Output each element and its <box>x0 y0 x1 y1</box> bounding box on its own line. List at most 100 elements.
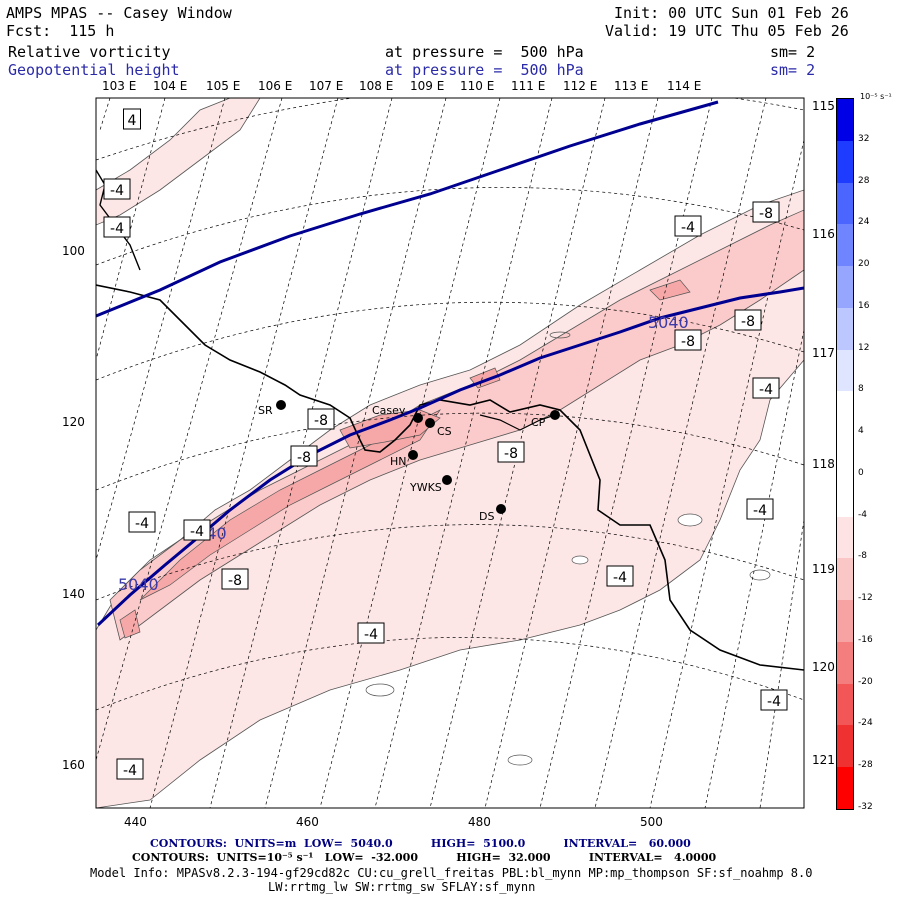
vorticity-label-box <box>752 201 780 223</box>
y-tick-label: 160 <box>62 758 85 772</box>
colorbar-label: -32 <box>858 802 873 812</box>
y-tick-label: 140 <box>62 587 85 601</box>
vorticity-label: -8 <box>314 413 328 429</box>
forecast-hour: Fcst: 115 h <box>6 22 115 40</box>
station-marker <box>425 418 435 428</box>
vorticity-label: -4 <box>110 183 124 199</box>
colorbar-swatch <box>837 224 853 267</box>
station-label: CP <box>531 416 546 429</box>
x-tick-label: 480 <box>468 815 491 829</box>
colorbar-swatch <box>837 307 853 350</box>
vorticity-label-box <box>290 445 318 467</box>
colorbar-label: 4 <box>858 426 864 437</box>
colorbar-label: 32 <box>858 133 870 144</box>
colorbar-swatch <box>837 266 853 308</box>
colorbar-label: -16 <box>858 634 873 645</box>
top-lon-label: 113 E <box>614 79 649 93</box>
colorbar-label: -20 <box>858 676 873 687</box>
colorbar-label: 0 <box>858 467 864 478</box>
x-tick-label: 500 <box>640 815 663 829</box>
top-lon-label: 106 E <box>258 79 293 93</box>
colorbar-unit: 10⁻⁵ s⁻¹ <box>860 92 892 101</box>
vorticity-label: -8 <box>759 206 773 222</box>
colorbar-label: 20 <box>858 259 870 270</box>
top-lon-label: 110 E <box>460 79 495 93</box>
colorbar-swatch <box>837 474 853 517</box>
valid-time: Valid: 19 UTC Thu 05 Feb 26 <box>605 22 849 40</box>
top-lon-label: 114 E <box>667 79 702 93</box>
top-lon-label: 107 E <box>309 79 344 93</box>
y-tick-label: 120 <box>62 415 85 429</box>
vorticity-label-box <box>123 108 141 130</box>
colorbar-swatch <box>837 140 853 183</box>
top-lon-label: 103 E <box>102 79 137 93</box>
field2-name: Geopotential height <box>8 61 180 79</box>
field2-level: at pressure = 500 hPa <box>385 61 584 79</box>
vorticity-label: -4 <box>753 503 767 519</box>
contour-info-height: CONTOURS: UNITS=m LOW= 5040.0 HIGH= 5100… <box>150 837 691 850</box>
station-marker <box>496 504 506 514</box>
vorticity-label: -4 <box>364 627 378 643</box>
colorbar-swatch <box>837 349 853 392</box>
vorticity-fill-minus8 <box>109 209 804 641</box>
vorticity-label-box <box>674 329 702 351</box>
colorbar-swatch <box>837 767 853 809</box>
vorticity-label: -4 <box>123 763 137 779</box>
vorticity-label: -4 <box>190 524 204 540</box>
vorticity-label: -8 <box>681 334 695 350</box>
top-lon-label: 105 E <box>206 79 241 93</box>
vorticity-label-box <box>606 565 634 587</box>
x-tick-label: 440 <box>124 815 147 829</box>
vorticity-label: -4 <box>135 516 149 532</box>
vorticity-label: -8 <box>741 314 755 330</box>
vorticity-label: -4 <box>759 382 773 398</box>
vorticity-label-box <box>497 441 525 463</box>
init-time: Init: 00 UTC Sun 01 Feb 26 <box>614 4 849 22</box>
colorbar-label: 16 <box>858 300 870 311</box>
vorticity-label: 4 <box>128 113 137 129</box>
colorbar-swatch <box>837 182 853 225</box>
height-contour-upper <box>96 100 719 318</box>
vorticity-label-box <box>103 178 131 200</box>
vorticity-label-box <box>307 408 335 430</box>
vorticity-label-box <box>734 309 762 331</box>
top-lon-label: 108 E <box>359 79 394 93</box>
colorbar-swatch <box>837 683 853 726</box>
vorticity-label-box <box>752 377 780 399</box>
colorbar-swatch <box>837 433 853 475</box>
colorbar-label: -8 <box>858 551 867 562</box>
vorticity-label: -4 <box>110 221 124 237</box>
station-label: Casey <box>372 404 406 417</box>
colorbar-label: -12 <box>858 593 873 604</box>
station-label: HN <box>390 455 407 468</box>
station-marker <box>442 475 452 485</box>
station-label: DS <box>479 510 494 523</box>
vorticity-label: -8 <box>228 573 242 589</box>
colorbar <box>836 98 854 810</box>
colorbar-swatch <box>837 391 853 434</box>
colorbar-swatch <box>837 641 853 684</box>
station-marker <box>408 450 418 460</box>
top-lon-label: 112 E <box>563 79 598 93</box>
station-label: SR <box>258 404 273 417</box>
station-marker <box>413 413 423 423</box>
colorbar-swatch <box>837 600 853 642</box>
vorticity-label: -4 <box>613 570 627 586</box>
model-info-line1: Model Info: MPASv8.2.3-194-gf29cd82c CU:… <box>90 866 813 880</box>
model-info-line2: LW:rrtmg_lw SW:rrtmg_sw SFLAY:sf_mynn <box>268 880 536 894</box>
colorbar-label: 28 <box>858 175 870 186</box>
station-marker <box>550 410 560 420</box>
vorticity-label-box <box>357 622 385 644</box>
vorticity-label-box <box>116 758 144 780</box>
vorticity-label: -4 <box>767 694 781 710</box>
vorticity-label: -4 <box>681 220 695 236</box>
vorticity-label-box <box>674 215 702 237</box>
field1-name: Relative vorticity <box>8 43 171 61</box>
colorbar-label: 12 <box>858 342 870 353</box>
vorticity-label-box <box>128 511 156 533</box>
vorticity-label-box <box>103 216 131 238</box>
field1-level: at pressure = 500 hPa <box>385 43 584 61</box>
colorbar-swatch <box>837 516 853 559</box>
